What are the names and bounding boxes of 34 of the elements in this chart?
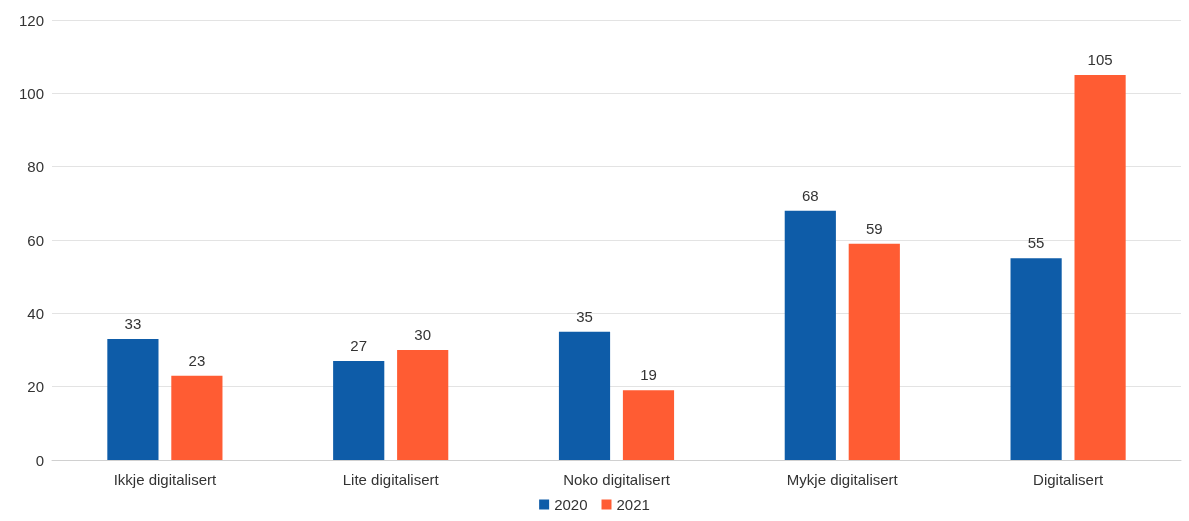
data-label: 55 <box>1027 234 1045 252</box>
x-tick-label: Ikkje digitalisert <box>113 471 217 488</box>
data-label: 105 <box>1087 51 1113 68</box>
bar <box>1074 75 1126 460</box>
bar <box>784 210 836 460</box>
y-tick-label: 20 <box>27 378 44 396</box>
legend-label: 2021 <box>616 496 650 513</box>
bar <box>171 375 223 460</box>
data-label: 35 <box>576 307 593 325</box>
x-tick-label: Noko digitalisert <box>563 471 671 488</box>
y-tick-label: 0 <box>35 451 44 469</box>
data-label: 68 <box>801 186 819 204</box>
data-label: 59 <box>865 219 883 237</box>
bar <box>107 339 159 460</box>
y-tick-label: 120 <box>18 11 44 29</box>
x-tick-label: Lite digitalisert <box>342 471 440 488</box>
data-label: 30 <box>414 326 432 343</box>
data-label: 27 <box>350 337 368 354</box>
y-tick-label: 80 <box>27 158 44 176</box>
data-label: 19 <box>640 366 657 384</box>
bar <box>397 350 449 460</box>
bar <box>333 361 385 460</box>
legend-label: 2020 <box>554 496 588 513</box>
data-label: 23 <box>188 351 206 369</box>
bar <box>1010 258 1062 460</box>
bar <box>622 390 675 460</box>
y-tick-label: 60 <box>27 231 44 249</box>
bar <box>558 331 611 460</box>
y-tick-label: 40 <box>27 304 44 322</box>
data-label: 33 <box>124 315 142 332</box>
x-tick-label: Digitalisert <box>1033 471 1104 488</box>
x-tick-label: Mykje digitalisert <box>786 471 899 488</box>
bar <box>848 243 900 460</box>
y-tick-label: 100 <box>18 84 44 102</box>
